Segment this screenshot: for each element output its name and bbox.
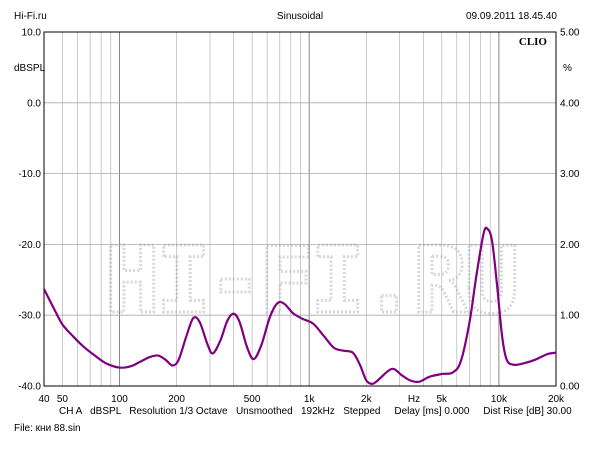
x-tick-label: 200 <box>168 394 185 405</box>
footer-settings: CH A dBSPL Resolution 1/3 Octave Unsmoot… <box>59 406 572 417</box>
x-axis-unit-label: Hz <box>408 394 420 405</box>
header-left: Hi-Fi.ru <box>14 11 47 22</box>
footer-file: File: кни 88.sin <box>14 423 81 434</box>
x-tick-label: 1k <box>304 394 316 405</box>
header-title: Sinusoidal <box>277 11 323 22</box>
x-tick-label: 50 <box>57 394 69 405</box>
frequency-response-line <box>43 226 557 385</box>
header-timestamp: 09.09.2011 18.45.40 <box>466 11 557 22</box>
watermark-text: HI-FI.RU <box>104 227 515 334</box>
grid <box>43 31 557 387</box>
y2-tick-label: 2.00 <box>560 240 580 251</box>
y-tick-label: -10.0 <box>18 169 41 180</box>
x-tick-label: 40 <box>38 394 50 405</box>
tick-labels: 10.0 0.0 -10.0 -20.0 -30.0 -40.0 5.00 4.00 3.00 2… <box>18 28 580 406</box>
plot-frame <box>43 31 557 387</box>
response-curve-layer <box>43 226 557 385</box>
watermark: HI-FI.RU <box>103 226 521 336</box>
brand-logo: CLIO <box>519 36 548 48</box>
y-tick-label: 10.0 <box>22 28 42 39</box>
x-tick-label: 20k <box>548 394 565 405</box>
x-tick-label: 2k <box>361 394 373 405</box>
y-tick-label: 0.0 <box>27 98 41 109</box>
x-tick-label: 5k <box>437 394 449 405</box>
x-tick-label: 10k <box>491 394 508 405</box>
y2-tick-label: 1.00 <box>560 311 580 322</box>
y-axis-label: dBSPL <box>14 63 46 74</box>
x-tick-label: 100 <box>111 394 128 405</box>
y-tick-label: -30.0 <box>18 311 41 322</box>
y-tick-label: -40.0 <box>18 382 41 393</box>
y2-tick-label: 4.00 <box>560 98 580 109</box>
y-tick-label: -20.0 <box>18 240 41 251</box>
y2-tick-label: 3.00 <box>560 169 580 180</box>
x-tick-label: 500 <box>244 394 261 405</box>
y2-tick-label: 0.00 <box>560 382 580 393</box>
y2-axis-label: % <box>563 63 572 74</box>
y2-tick-label: 5.00 <box>560 28 580 39</box>
